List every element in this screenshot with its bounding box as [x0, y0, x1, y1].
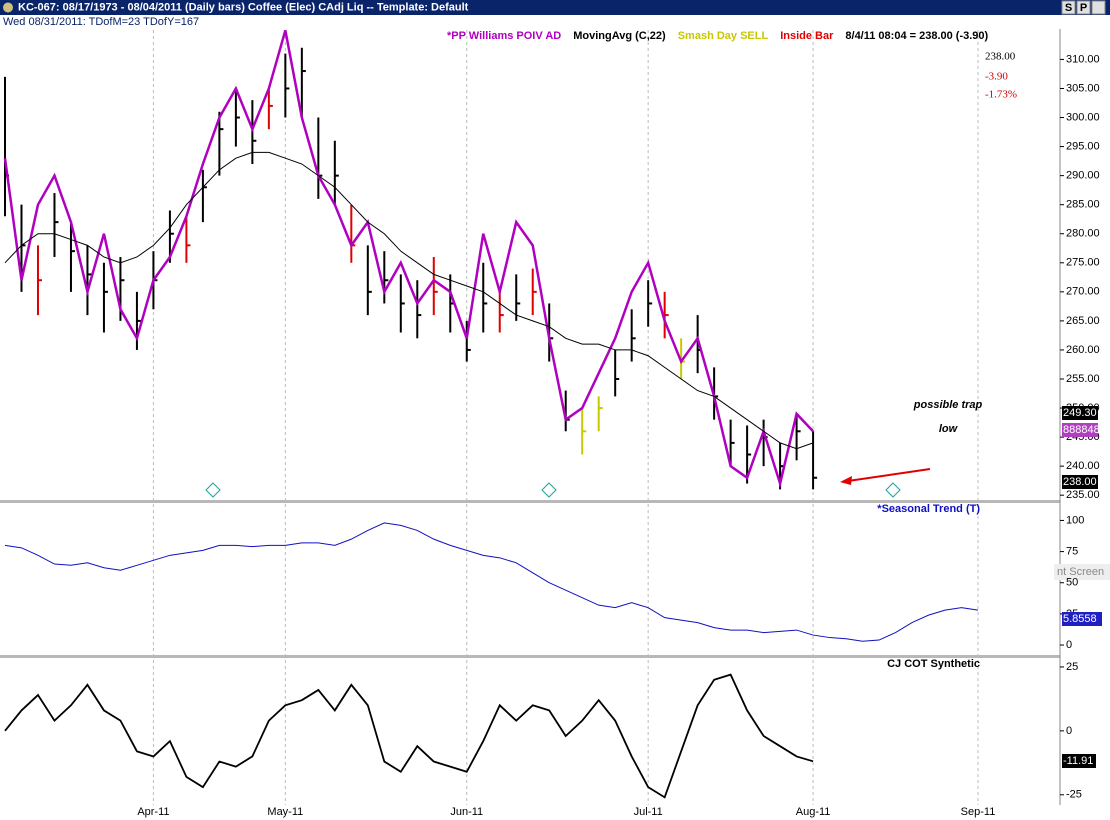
series-line	[4, 151, 814, 450]
legend-entry: Inside Bar	[780, 30, 834, 42]
status-text: Wed 08/31/2011: TDofM=23 TDofY=167	[3, 16, 199, 28]
x-tick-label: Jul-11	[634, 806, 663, 818]
y-tick-label: 260.00	[1066, 344, 1100, 356]
x-tick-label: Aug-11	[796, 806, 831, 818]
y-tick-label: 75	[1066, 545, 1078, 557]
pane-separator	[0, 500, 1060, 503]
button[interactable]	[1061, 0, 1076, 15]
last-value: -11.91	[1063, 755, 1093, 767]
button-label[interactable]: S	[1065, 2, 1072, 14]
last-price: 238.00	[985, 51, 1016, 63]
legend-entry: MovingAvg (C,22)	[573, 30, 666, 42]
y-tick-label: 310.00	[1066, 53, 1100, 65]
x-tick-label: May-11	[267, 806, 303, 818]
y-tick-label: 265.00	[1066, 315, 1100, 327]
y-tick-label: 285.00	[1066, 199, 1100, 211]
legend-entry: *PP Williams POIV AD	[447, 30, 561, 42]
change-pct: -1.73%	[985, 89, 1017, 101]
pane-title: *Seasonal Trend (T)	[877, 503, 980, 515]
side-label-box	[1062, 612, 1102, 626]
annotation: possible trap low	[913, 399, 983, 435]
y-tick-label: 50	[1066, 577, 1078, 589]
pane-separator	[0, 655, 1060, 658]
button[interactable]	[1076, 0, 1091, 15]
y-tick-label: 270.00	[1066, 286, 1100, 298]
y-tick-label: 0	[1066, 639, 1072, 651]
side-label: 5.8558	[1063, 613, 1097, 625]
y-tick-label: 305.00	[1066, 82, 1100, 94]
side-label-box	[1062, 423, 1098, 437]
y-tick-label: 290.00	[1066, 170, 1100, 182]
annotation-line: possible trap	[913, 399, 983, 411]
last-value-box	[1062, 754, 1096, 768]
event-icon	[541, 482, 557, 498]
side-label: 238.00	[1063, 476, 1097, 488]
side-label-box	[1062, 475, 1098, 489]
restore-button[interactable]	[1091, 0, 1106, 15]
y-tick-label: 255.00	[1066, 373, 1100, 385]
overlay-text: nt Screen	[1057, 566, 1104, 578]
y-tick-label: 275.00	[1066, 257, 1100, 269]
event-icons	[205, 482, 901, 498]
pane-title: CJ COT Synthetic	[887, 658, 980, 670]
arrow	[847, 468, 931, 482]
x-tick-label: Jun-11	[450, 806, 483, 818]
app-icon	[3, 2, 13, 13]
legend-entry: Smash Day SELL	[678, 30, 769, 42]
y-tick-label: 300.00	[1066, 111, 1100, 123]
y-tick-label: 295.00	[1066, 140, 1100, 152]
series-line	[4, 673, 814, 799]
y-tick-label: -25	[1066, 789, 1082, 801]
y-tick-label: 25	[1066, 661, 1078, 673]
window-title: KC-067: 08/17/1973 - 08/04/2011 (Daily b…	[18, 1, 469, 13]
x-tick-label: Sep-11	[961, 806, 996, 818]
y-tick-label: 240.00	[1066, 460, 1100, 472]
arrow-head	[840, 476, 852, 485]
annotation-line: low	[939, 423, 959, 435]
series-line	[3, 30, 814, 489]
series-line	[4, 522, 979, 642]
side-label: 888848	[1063, 424, 1100, 436]
side-label: 249.30	[1063, 407, 1097, 419]
overlay-box	[1054, 564, 1110, 580]
side-label-box	[1062, 406, 1098, 420]
event-icon	[205, 482, 221, 498]
status-bar	[0, 15, 1110, 29]
event-icon	[885, 482, 901, 498]
change: -3.90	[985, 71, 1008, 83]
y-tick-label: 235.00	[1066, 489, 1100, 501]
y-tick-label: 100	[1066, 514, 1084, 526]
y-tick-label: 280.00	[1066, 228, 1100, 240]
x-tick-label: Apr-11	[137, 806, 169, 818]
legend-entry: 8/4/11 08:04 = 238.00 (-3.90)	[845, 30, 988, 42]
button-label[interactable]: P	[1080, 2, 1087, 14]
title-bar	[0, 0, 1110, 15]
y-tick-label: 0	[1066, 725, 1072, 737]
